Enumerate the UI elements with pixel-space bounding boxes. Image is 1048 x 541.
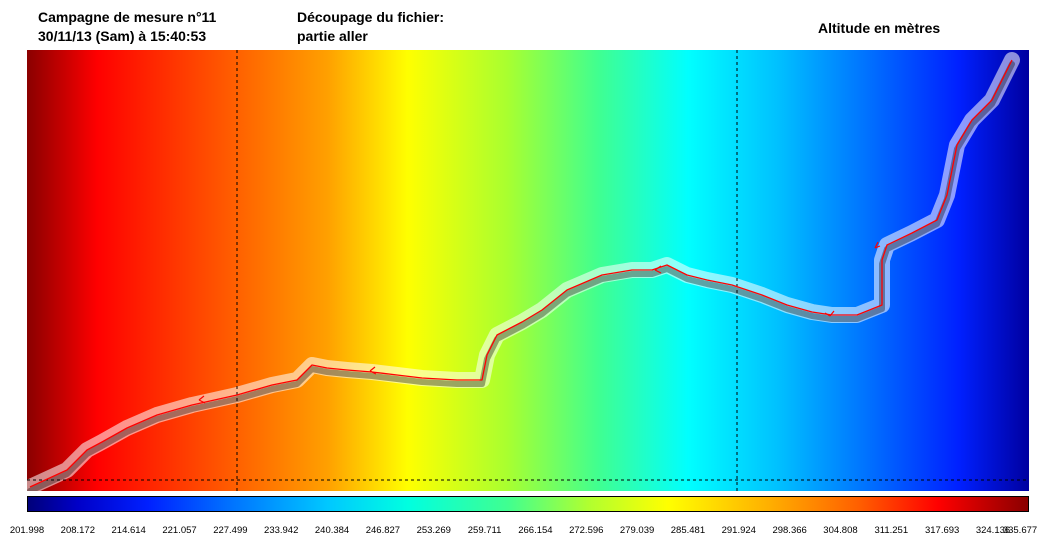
gps-track: [29, 59, 1013, 488]
altitude-map-canvas: [27, 50, 1029, 491]
colorbar-tick-label: 246.827: [365, 525, 401, 536]
colorbar-tick-label: 259.711: [467, 525, 502, 536]
colorbar-tick-label: 240.384: [314, 525, 350, 536]
colorbar-tick-label: 208.172: [60, 525, 95, 536]
track-direction-arrow: [369, 366, 377, 375]
colorbar-tick-label: 253.269: [416, 525, 451, 536]
colorbar-tick-label: 311.251: [874, 525, 909, 536]
colorbar-tick-label: 227.499: [213, 525, 248, 536]
track-direction-arrow: [874, 241, 881, 249]
track-direction-arrow: [654, 265, 662, 274]
colorbar-tick-label: 285.481: [670, 525, 706, 536]
colorbar-tick-label: 214.614: [111, 525, 146, 536]
colorbar-tick-label: 335.677: [1002, 525, 1038, 536]
colorbar-tick-label: 291.924: [721, 525, 756, 536]
altitude-colorbar: [27, 496, 1029, 512]
altitude-map[interactable]: [27, 50, 1029, 491]
colorbar-tick-label: 201.998: [9, 525, 45, 536]
colorbar-tick-label: 266.154: [518, 525, 553, 536]
altitude-field: [27, 50, 1029, 491]
colorbar-tick-label: 221.057: [162, 525, 197, 536]
file-split-label: Découpage du fichier:: [297, 9, 445, 25]
colorbar-tick-label: 233.942: [264, 525, 299, 536]
colorbar-tick-labels: 201.998 208.172 214.614 221.057 227.499 233.9…: [0, 525, 1048, 539]
file-split-value: partie aller: [297, 28, 368, 44]
legend-title: Altitude en mètres: [818, 20, 941, 36]
colorbar-tick-label: 272.596: [569, 525, 604, 536]
colorbar-tick-label: 317.693: [924, 525, 960, 536]
campaign-header: Campagne de mesure n°11 30/11/13 (Sam) à…: [38, 8, 216, 46]
campaign-datetime: 30/11/13 (Sam) à 15:40:53: [38, 28, 207, 44]
track-relief-shadow: [27, 61, 1015, 491]
colorbar-tick-label: 298.366: [772, 525, 807, 536]
track-direction-arrow: [824, 310, 835, 317]
track-direction-arrow: [198, 395, 206, 404]
colorbar-tick-label: 279.039: [619, 525, 655, 536]
campaign-title: Campagne de mesure n°11: [38, 9, 217, 25]
colorbar-tick-label: 324.136: [975, 525, 1011, 536]
colorbar-tick-label: 304.808: [823, 525, 858, 536]
file-split-header: Découpage du fichier: partie aller: [297, 8, 444, 46]
